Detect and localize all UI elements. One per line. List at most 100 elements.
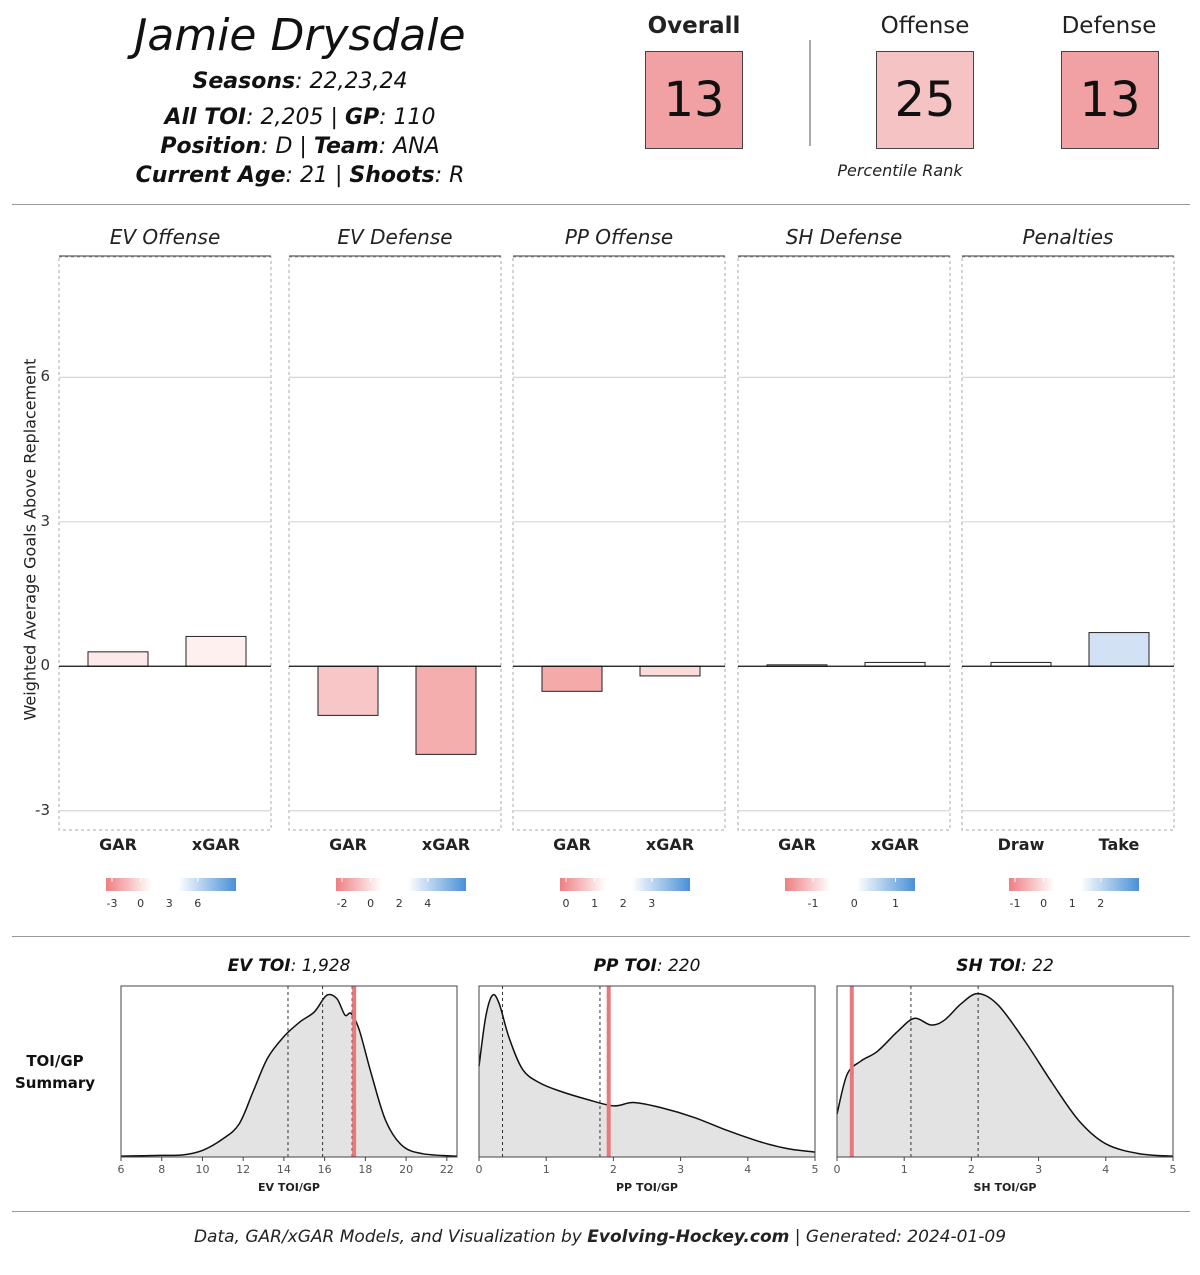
age-value: 21 [299, 163, 328, 188]
density-frame [836, 985, 1174, 1158]
footer-prefix: Data, GAR/xGAR Models, and Visualization… [193, 1227, 582, 1247]
bar-take [1088, 632, 1150, 667]
defense-rank-box: 13 [1061, 51, 1159, 149]
offense-label: Offense [880, 13, 970, 39]
x-axis-label: EV TOI/GP [258, 1181, 320, 1194]
position-team-line: Position: D | Team: ANA [160, 134, 440, 159]
team-label: Team [313, 134, 379, 159]
seasons-label: Seasons [192, 69, 296, 94]
footer: Data, GAR/xGAR Models, and Visualization… [0, 1227, 1200, 1247]
category-label: GAR [329, 835, 367, 854]
legend-tick-label: 2 [1097, 897, 1105, 910]
x-axis-label: SH TOI/GP [973, 1181, 1037, 1194]
legend-tick-label: -2 [336, 897, 348, 910]
category-label: Take [1098, 835, 1140, 854]
density-line [478, 993, 816, 1153]
legend-tick-label: 1 [892, 897, 899, 910]
panel-border [737, 256, 951, 831]
color-legend-bar [336, 878, 466, 891]
category-label: GAR [99, 835, 137, 854]
x-tick-label: 2 [967, 1163, 975, 1176]
bar-gar [317, 665, 379, 716]
legend-tick-label: 1 [1068, 897, 1076, 910]
row-label-line2: Summary [15, 1074, 96, 1092]
y-tick-label: 0 [40, 656, 50, 675]
overall-rank-box: 13 [645, 51, 743, 149]
legend-tick-label: 3 [648, 897, 656, 910]
x-tick-label: 4 [744, 1163, 752, 1176]
x-tick-label: 14 [276, 1163, 291, 1176]
section-divider [12, 1211, 1190, 1212]
rank-divider [809, 40, 811, 146]
seasons-line: Seasons: 22,23,24 [192, 69, 408, 94]
density-chart [120, 985, 1174, 1161]
x-tick-label: 3 [1035, 1163, 1043, 1176]
x-tick-label: 1 [542, 1163, 550, 1176]
legend-tick-label: 1 [591, 897, 599, 910]
panel-border [961, 256, 1175, 831]
category-label: xGAR [870, 835, 920, 854]
shoots-value: R [449, 163, 465, 188]
gp-label: GP [344, 105, 380, 130]
defense-label: Defense [1061, 13, 1157, 39]
x-tick-label: 2 [609, 1163, 617, 1176]
x-tick-label: 6 [117, 1163, 125, 1176]
x-tick-label: 0 [475, 1163, 483, 1176]
category-label: GAR [778, 835, 816, 854]
color-legend-bar [1009, 878, 1139, 891]
x-tick-label: 18 [358, 1163, 373, 1176]
density-title-label: EV TOI [227, 956, 291, 976]
panel-title: PP Offense [564, 225, 674, 249]
legend-tick-label: 3 [165, 897, 173, 910]
position-label: Position [160, 134, 262, 159]
gp-value: 110 [393, 105, 436, 130]
density-title-value: : 1,928 [290, 956, 351, 976]
legend-tick-label: 0 [137, 897, 145, 910]
x-tick-label: 10 [195, 1163, 210, 1176]
team-value: ANA [393, 134, 440, 159]
toi-gp-summary-label: TOI/GP Summary [15, 1050, 95, 1094]
density-line [120, 993, 458, 1157]
age-shoots-line: Current Age: 21 | Shoots: R [135, 163, 465, 188]
x-tick-label: 0 [833, 1163, 841, 1176]
density-area [479, 994, 815, 1157]
legend-tick-label: 4 [424, 897, 432, 910]
legend-tick-label: 0 [367, 897, 375, 910]
panel-title: SH Defense [785, 225, 903, 249]
bar-chart [58, 255, 1175, 891]
y-tick-label: 3 [40, 511, 50, 530]
player-name: Jamie Drysdale [134, 10, 466, 61]
age-label: Current Age [135, 163, 286, 188]
color-legend-bar [785, 878, 915, 891]
bar-gar [541, 665, 603, 692]
color-legend-bar [106, 878, 236, 891]
density-title-value: : 22 [1021, 956, 1054, 976]
density-area [121, 994, 457, 1157]
footer-brand: Evolving-Hockey.com [587, 1227, 790, 1247]
density-frame [478, 985, 816, 1158]
seasons-value: 22,23,24 [309, 69, 408, 94]
density-title-label: PP TOI [593, 956, 657, 976]
category-label: xGAR [191, 835, 241, 854]
density-title: EV TOI: 1,928 [121, 956, 457, 976]
density-line [836, 992, 1174, 1157]
legend-tick-label: 0 [850, 897, 858, 910]
section-divider [12, 936, 1190, 937]
panel-title: EV Defense [337, 225, 453, 249]
percentile-rank-caption: Percentile Rank [837, 161, 963, 180]
x-tick-label: 20 [399, 1163, 414, 1176]
density-title-label: SH TOI [956, 956, 1021, 976]
category-label: xGAR [645, 835, 695, 854]
legend-tick-label: -1 [807, 897, 819, 910]
legend-tick-label: 2 [619, 897, 627, 910]
y-tick-label: 6 [40, 367, 50, 386]
section-divider [12, 204, 1190, 205]
footer-separator: | [794, 1227, 801, 1247]
row-label-line1: TOI/GP [26, 1052, 84, 1070]
color-legend-bar [560, 878, 690, 891]
x-tick-label: 1 [900, 1163, 908, 1176]
panel-title: Penalties [1022, 225, 1114, 249]
density-title-value: : 220 [656, 956, 701, 976]
x-tick-label: 5 [811, 1163, 819, 1176]
legend-tick-label: 2 [395, 897, 403, 910]
